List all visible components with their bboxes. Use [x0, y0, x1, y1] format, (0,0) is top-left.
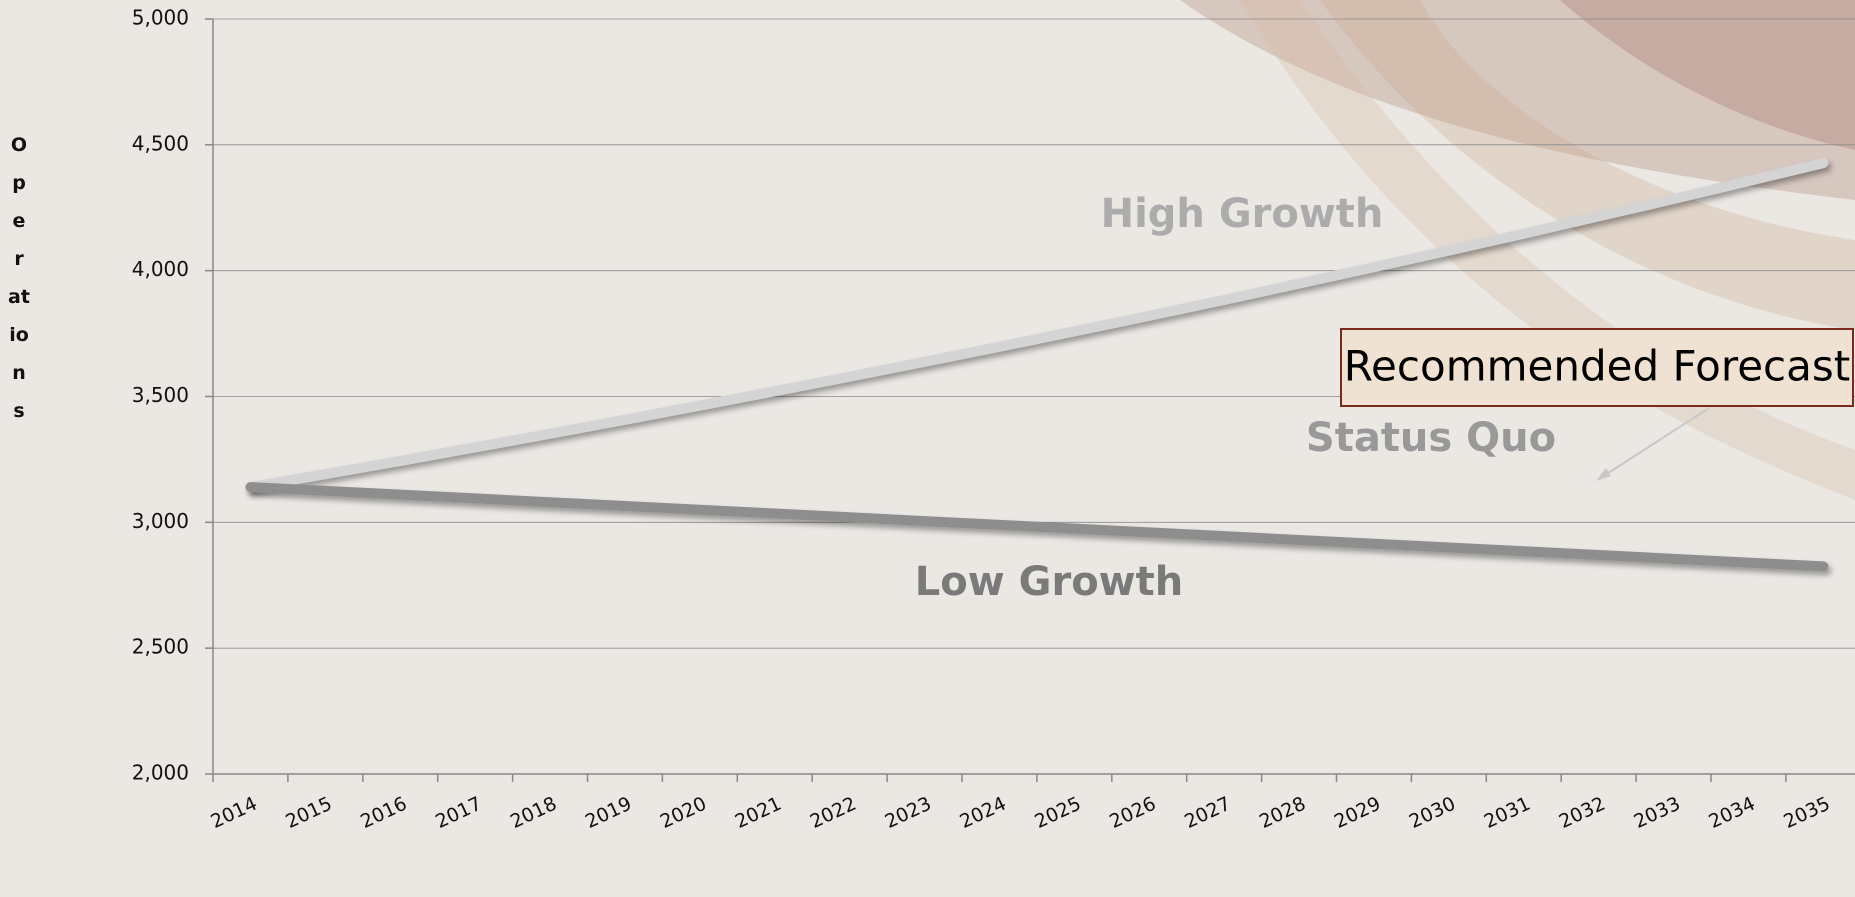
y-tick-label: 4,000	[132, 257, 189, 281]
y-tick-label: 2,500	[132, 635, 189, 659]
x-tick-label: 2030	[1406, 793, 1459, 833]
x-tick-label: 2014	[207, 793, 260, 833]
x-tick-label: 2016	[357, 793, 410, 833]
x-tick-label: 2029	[1331, 793, 1384, 833]
annotation: Recommended Forecast	[1344, 342, 1850, 391]
series-label: High Growth	[1101, 191, 1384, 237]
x-tick-label: 2020	[657, 793, 710, 833]
background-swoosh	[1180, 0, 1855, 500]
series-label: Status Quo	[1306, 415, 1556, 461]
y-axis-title: Operations	[8, 134, 30, 422]
series-label: Low Growth	[915, 559, 1183, 605]
y-tick-label: 2,000	[132, 761, 189, 785]
x-tick-label: 2015	[282, 793, 335, 833]
x-tick-label: 2021	[732, 793, 785, 833]
x-tick-label: 2035	[1780, 793, 1833, 833]
x-tick-label: 2026	[1106, 793, 1159, 833]
x-tick-label: 2033	[1631, 793, 1684, 833]
x-tick-label: 2027	[1181, 793, 1234, 833]
x-tick-label: 2017	[432, 793, 485, 833]
annotation-arrow	[1601, 407, 1710, 478]
lines	[245, 157, 1829, 572]
annotation-box	[1340, 328, 1854, 407]
x-tick-label: 2028	[1256, 793, 1309, 833]
y-tick-label: 5,000	[132, 6, 189, 30]
series-line	[245, 482, 1829, 572]
x-tick-label: 2018	[507, 793, 560, 833]
y-tick-label: 3,000	[132, 509, 189, 533]
x-tick-label: 2022	[807, 793, 860, 833]
series-line	[245, 157, 1829, 493]
arrow-head	[1596, 468, 1611, 481]
x-tick-label: 2024	[956, 793, 1009, 833]
x-tick-label: 2019	[582, 793, 635, 833]
y-tick-label: 3,500	[132, 383, 189, 407]
x-tick-label: 2034	[1705, 793, 1758, 833]
x-tick-label: 2032	[1556, 793, 1609, 833]
x-tick-label: 2031	[1481, 793, 1534, 833]
y-tick-label: 4,500	[132, 131, 189, 155]
x-tick-label: 2025	[1031, 793, 1084, 833]
x-tick-label: 2023	[882, 793, 935, 833]
